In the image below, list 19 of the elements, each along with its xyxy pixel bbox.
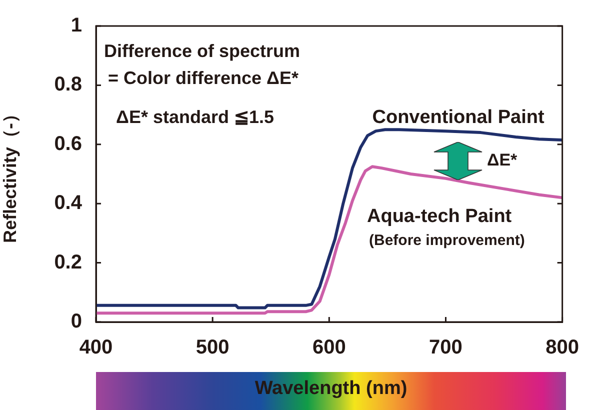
x-tick-label: 500 xyxy=(196,336,230,359)
series-label: Conventional Paint xyxy=(372,107,545,128)
y-tick-label: 0.2 xyxy=(54,251,82,274)
x-tick-label: 400 xyxy=(79,336,113,359)
y-tick-label: 0 xyxy=(70,310,82,333)
y-tick-label: 0.6 xyxy=(54,132,82,155)
annotation: Difference of spectrum xyxy=(104,40,300,61)
annotation: ΔE* standard ≦1.5 xyxy=(116,106,274,127)
x-tick-label: 800 xyxy=(546,336,580,359)
y-axis-title: Reflectivity（-） xyxy=(0,104,20,244)
annotation: ΔE* xyxy=(487,150,518,170)
x-tick-label: 600 xyxy=(312,336,346,359)
y-tick-label: 1 xyxy=(70,14,82,37)
y-tick-label: 0.8 xyxy=(54,74,82,96)
x-tick-label: 700 xyxy=(429,336,462,359)
annotation: = Color difference ΔE* xyxy=(108,68,298,88)
series-label: Aqua-tech Paint xyxy=(367,206,512,228)
annotation: (Before improvement) xyxy=(369,232,525,250)
y-tick-label: 0.4 xyxy=(54,192,83,214)
